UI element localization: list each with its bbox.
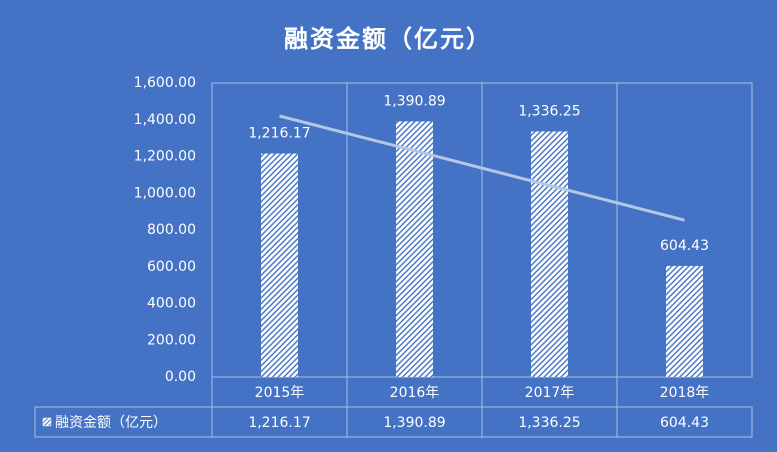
y-tick-label: 800.00	[147, 222, 196, 238]
data-label: 604.43	[660, 238, 709, 254]
x-tick-label: 2015年	[255, 385, 305, 401]
y-tick-label: 1,200.00	[134, 149, 196, 165]
y-tick-label: 1,000.00	[134, 185, 196, 201]
bar	[531, 131, 568, 377]
y-tick-label: 1,600.00	[134, 75, 196, 91]
bar	[396, 121, 433, 377]
trendline	[279, 114, 685, 222]
y-tick-label: 600.00	[147, 259, 196, 275]
bar	[666, 265, 703, 377]
x-tick-label: 2017年	[525, 385, 575, 401]
y-tick-label: 1,400.00	[134, 112, 196, 128]
y-tick-label: 200.00	[147, 332, 196, 348]
bar	[261, 153, 298, 377]
data-label: 1,336.25	[518, 103, 580, 119]
table-value: 1,216.17	[248, 415, 310, 431]
table-value: 1,336.25	[518, 415, 580, 431]
chart-title: 融资金额（亿元）	[284, 25, 492, 53]
data-label: 1,216.17	[248, 126, 310, 142]
y-tick-label: 400.00	[147, 296, 196, 312]
table-value: 604.43	[660, 415, 709, 431]
table-value: 1,390.89	[383, 415, 445, 431]
y-tick-label: 0.00	[165, 369, 196, 385]
legend-label: 融资金额（亿元）	[55, 415, 167, 431]
x-tick-label: 2016年	[390, 385, 440, 401]
data-label: 1,390.89	[383, 93, 445, 109]
x-tick-label: 2018年	[660, 385, 710, 401]
legend-key	[42, 417, 52, 427]
